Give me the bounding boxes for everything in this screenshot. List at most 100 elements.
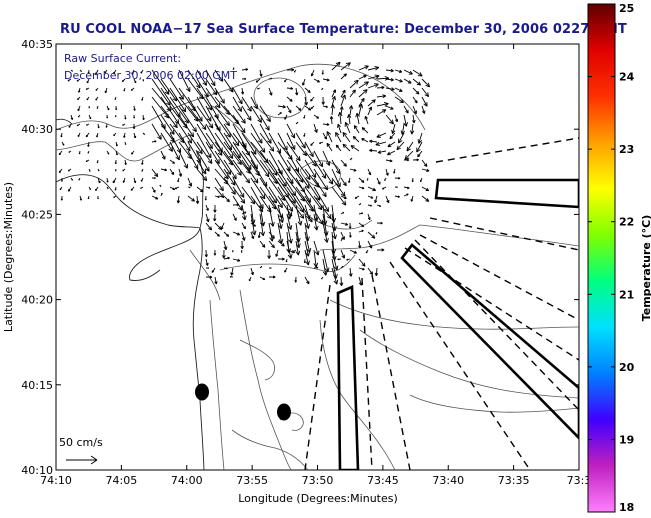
current-vector [286,240,293,259]
current-vector [241,222,246,230]
current-vector [176,195,181,204]
current-vector [331,96,336,107]
current-vector [248,276,252,282]
x-tick-label: 74:00 [171,474,203,487]
current-vector [335,132,342,143]
current-vector [187,186,191,189]
current-vector [77,114,81,118]
current-vector [313,168,328,191]
current-vector [419,177,423,182]
current-vector [417,132,423,144]
current-vector [295,105,302,111]
current-vector [358,203,362,206]
current-vector [412,105,417,115]
current-vector [124,141,127,145]
map-layer: Raw Surface Current: December 30, 2006 0… [56,52,579,470]
current-vector [376,221,383,225]
current-vector [326,142,333,152]
current-vector [214,195,220,198]
current-vector [187,105,207,131]
x-tick-label: 73:40 [432,474,464,487]
current-vector [142,114,145,121]
current-vector [241,159,259,184]
current-vector [277,222,284,244]
current-vector [259,69,263,77]
current-vector [187,96,203,122]
x-axis-title: Longitude (Degrees:Minutes) [238,492,398,505]
current-vector [78,87,81,93]
current-vector [241,87,245,95]
current-vector [59,186,63,191]
current-vector [286,96,293,102]
current-vector [277,150,291,172]
current-vector [131,150,135,155]
current-vector [358,97,365,107]
current-vector [412,78,422,86]
current-vector [367,99,376,107]
current-vector [277,105,286,109]
current-vector [304,141,314,158]
current-vector [304,96,308,106]
current-vector [141,168,144,172]
current-vector [268,240,275,249]
current-vector [123,87,126,92]
current-vector [358,103,364,116]
current-vector [421,195,430,202]
colorbar-tick-label: 25 [619,2,634,15]
sector-lines [304,137,579,470]
current-vector [331,222,337,240]
current-vector [353,125,360,134]
current-vector [335,144,342,152]
current-vector [259,265,263,269]
current-vector [240,249,243,253]
current-vector [79,69,82,72]
current-vector [204,195,207,201]
current-vector [250,231,255,240]
current-vector [214,276,218,285]
current-vector [223,267,228,270]
current-vector [398,132,405,144]
current-vector [133,105,136,111]
current-vector [404,150,414,160]
current-vector [140,69,144,74]
current-vector [367,186,376,192]
current-vector [337,123,342,134]
current-vector [169,168,175,176]
current-vector [277,112,282,116]
current-vector [232,213,237,221]
current-vector [268,87,273,96]
current-vector [365,249,369,254]
current-vector [301,78,306,86]
current-vector [86,123,90,126]
current-vector [232,203,240,207]
current-vector [389,132,396,140]
scale-label: 50 cm/s [59,436,103,449]
current-vector [322,132,328,140]
current-vector [232,177,245,198]
current-vector [384,177,387,181]
current-vector [358,229,364,233]
current-vector [160,168,167,172]
current-vector [340,89,346,98]
current-vector [331,89,336,98]
current-vector [68,186,72,192]
current-vector [95,96,99,101]
current-vector [85,132,90,138]
colorbar-gradient [587,3,616,513]
current-vector [394,69,403,73]
current-vector [241,132,257,155]
x-tick-label: 73:35 [498,474,530,487]
current-vector [421,78,431,88]
current-vector [104,69,108,74]
current-vector [259,222,265,226]
current-vector [123,195,126,200]
current-vector [250,177,266,200]
current-vector [142,78,145,82]
current-vector [87,150,90,154]
current-vector [240,240,244,249]
current-vector [410,123,415,135]
current-vector [96,132,99,138]
x-axis: 74:10 74:05 74:00 73:55 73:50 73:45 73:40 73:35… [40,44,591,487]
current-vector [205,69,216,87]
current-vector [277,168,297,197]
